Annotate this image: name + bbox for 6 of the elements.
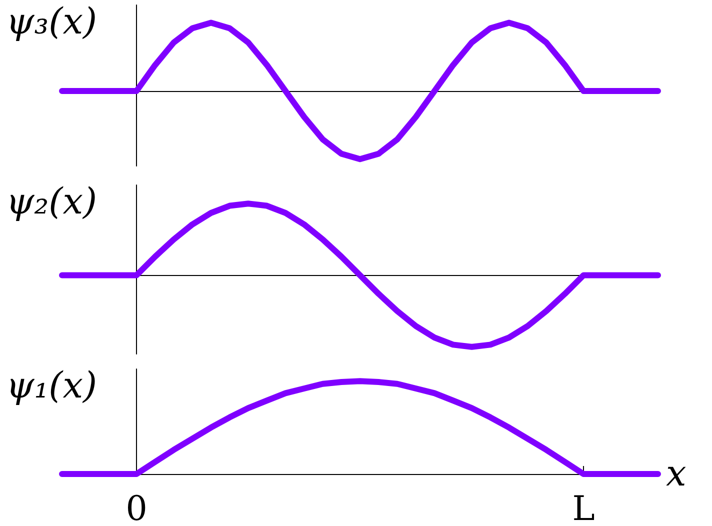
x-tick-label: 0 (126, 489, 148, 526)
y-axis-title: ψ₁(x) (6, 366, 98, 406)
y-axis-title: ψ₂(x) (6, 182, 98, 222)
y-axis-title: ψ₃(x) (6, 2, 98, 42)
x-axis-title: x (666, 454, 686, 494)
x-tick-label: L (572, 489, 595, 526)
